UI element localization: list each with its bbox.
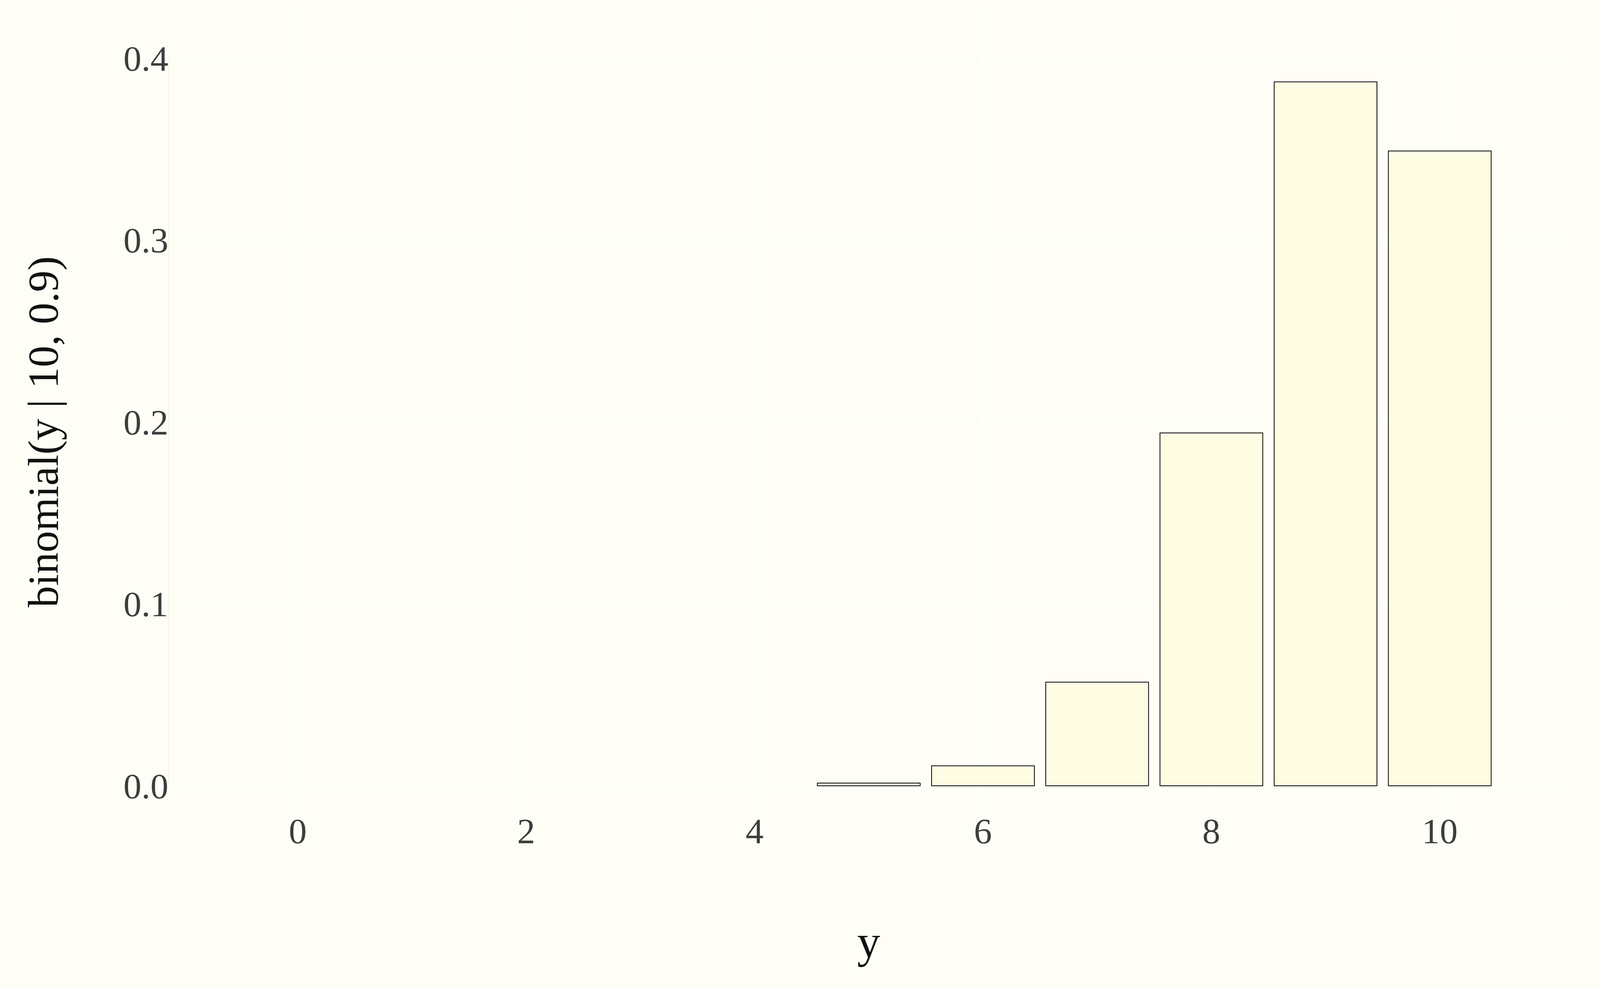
grid-line [982, 11, 984, 809]
bar [703, 785, 806, 786]
tick-label: 0.3 [123, 220, 169, 261]
tick: 10 [1421, 810, 1458, 851]
bar [360, 785, 464, 786]
x-axis-title: y [857, 916, 881, 968]
bar [246, 785, 350, 786]
bar [1274, 82, 1377, 786]
bar [817, 782, 920, 786]
tick-label: 4 [745, 810, 764, 851]
tick-label: 0.0 [123, 766, 169, 806]
chart: 0.0 0.1 0.2 0.3 0.4 0 2 4 6 8 10 y binomial(y | 10, … [0, 0, 1600, 989]
bar [1388, 150, 1492, 786]
tick: 4 [745, 810, 764, 851]
tick: 6 [973, 810, 992, 851]
tick-label: 2 [517, 810, 536, 851]
bar [1045, 682, 1149, 786]
bars [817, 82, 1492, 786]
x-axis: 0 2 4 6 8 10 [241, 810, 1498, 851]
bar [1160, 432, 1263, 786]
tick-label: 6 [973, 810, 992, 851]
tick-label: 0.4 [123, 38, 169, 79]
tick: 0 [288, 810, 307, 851]
tick: 0.3 [123, 220, 169, 261]
tick: 2 [517, 810, 536, 851]
tick-label: 0.1 [123, 583, 169, 624]
tick: 0.4 [123, 38, 169, 79]
bar [589, 785, 692, 786]
grid-line [753, 11, 756, 809]
y-axis: 0.0 0.1 0.2 0.3 0.4 [123, 38, 169, 806]
tick-label: 10 [1421, 810, 1458, 851]
tick: 0.0 [123, 766, 169, 806]
tick-label: 0 [288, 810, 307, 851]
tick-label: 8 [1202, 810, 1221, 851]
axis-line [168, 58, 169, 786]
background [0, 0, 1600, 989]
tick-label: 0.2 [123, 402, 169, 443]
grid-line [525, 11, 527, 809]
bar [474, 785, 578, 786]
grid-line [182, 57, 1556, 60]
tick: 8 [1202, 810, 1221, 851]
y-axis-title: binomial(y | 10, 0.9) [19, 256, 68, 608]
bar [931, 765, 1035, 786]
grid-line [296, 11, 299, 809]
tick: 0.1 [123, 583, 169, 624]
tick: 0.2 [123, 402, 169, 443]
axis-line [241, 830, 1498, 831]
grid [182, 11, 1556, 809]
